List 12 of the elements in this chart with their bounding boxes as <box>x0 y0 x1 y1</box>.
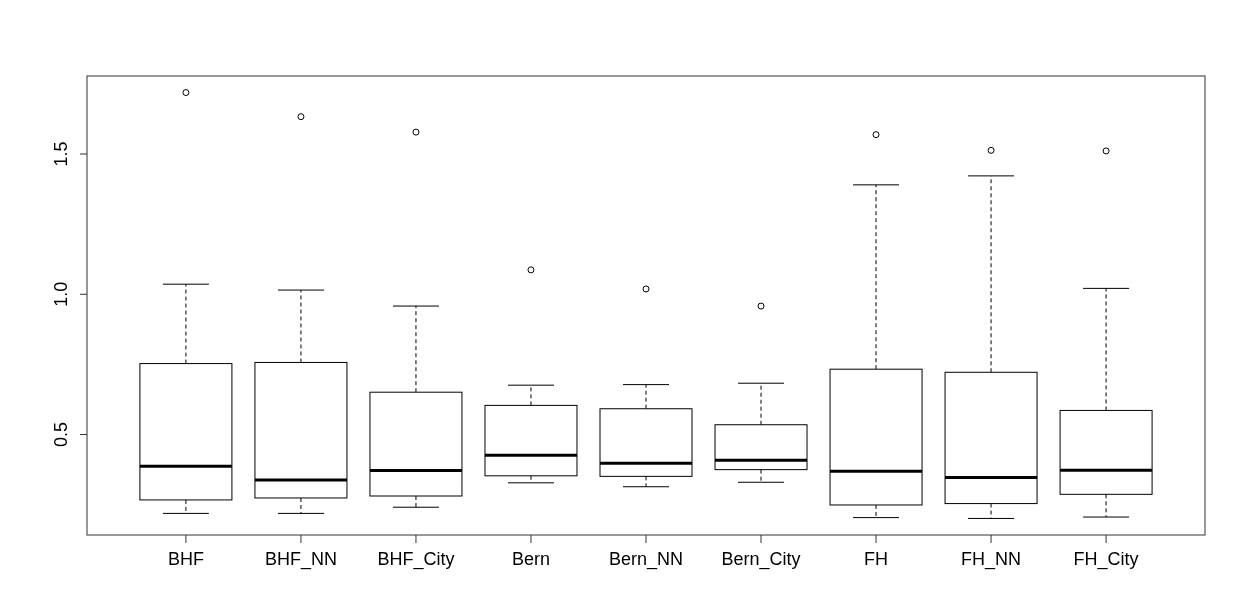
x-tick-label: Bern_NN <box>608 549 684 570</box>
y-tick-label: 0.5 <box>51 422 71 448</box>
x-tick-label: FH <box>864 549 889 569</box>
x-tick-label: FH_NN <box>961 549 1022 570</box>
x-tick-label: FH_City <box>1073 549 1139 570</box>
x-tick-label: Bern <box>511 549 550 569</box>
x-tick-label: BHF_NN <box>264 549 337 570</box>
x-tick-label: Bern_City <box>721 549 801 570</box>
y-tick-label: 1.0 <box>51 281 71 307</box>
x-tick-label: BHF <box>167 549 204 569</box>
x-tick-label: BHF_City <box>377 549 455 570</box>
y-tick-label: 1.5 <box>51 141 71 167</box>
